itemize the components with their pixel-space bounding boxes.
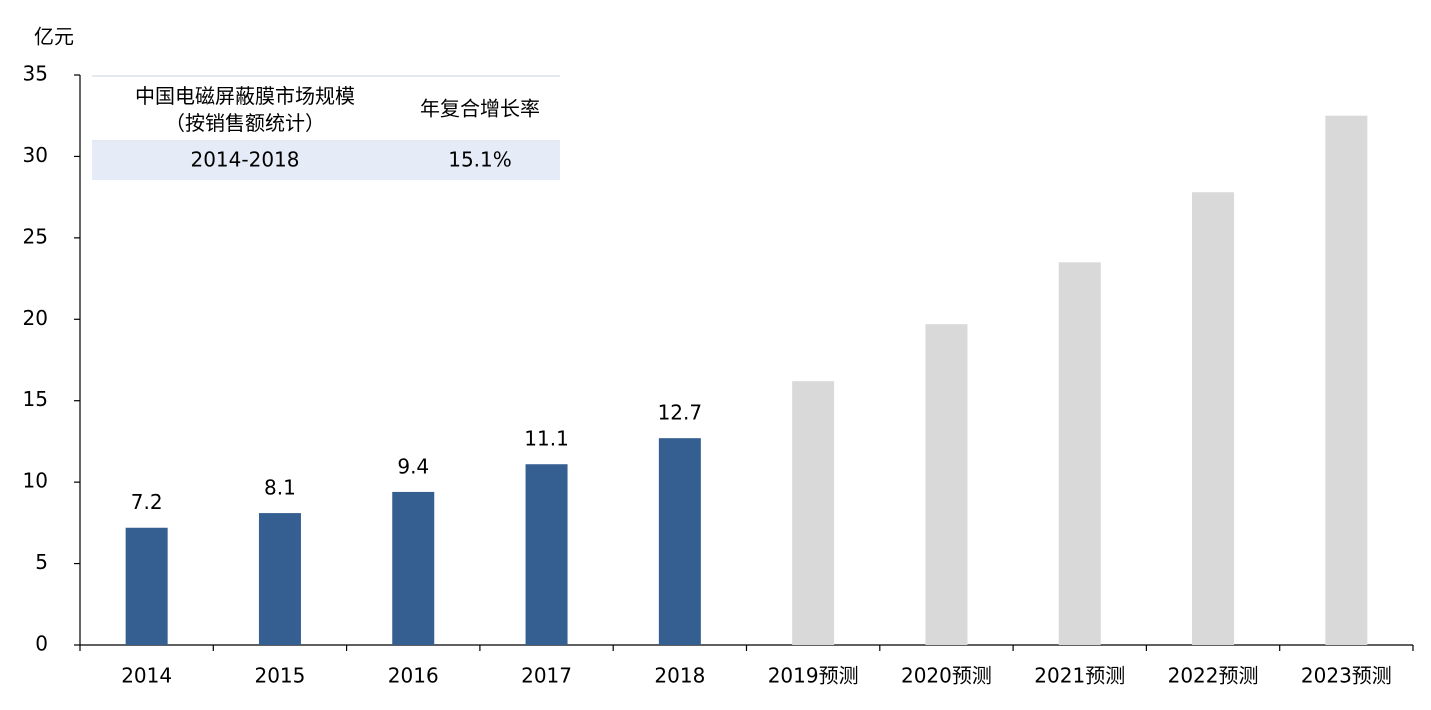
table-cell: 15.1% [448,148,512,172]
y-tick-label: 5 [35,550,48,574]
y-tick-label: 30 [23,143,48,167]
y-tick-label: 35 [23,62,48,86]
y-tick-label: 25 [23,224,48,248]
x-tick-label: 2021预测 [1034,664,1125,688]
value-label: 9.4 [397,454,429,478]
bar [525,464,568,645]
value-label: 12.7 [658,401,703,425]
x-tick-label: 2014 [121,664,172,688]
x-tick-label: 2017 [521,664,572,688]
x-tick-label: 2015 [254,664,305,688]
table-row-bg [92,142,560,180]
bar [792,381,835,645]
x-tick-label: 2020预测 [901,664,992,688]
bar [925,324,968,645]
bar [392,491,435,645]
value-label: 8.1 [264,476,296,500]
bar [1058,262,1101,645]
bar [258,513,301,645]
table-header: 年复合增长率 [420,97,540,121]
x-tick-label: 2016 [388,664,439,688]
x-tick-label: 2019预测 [768,664,859,688]
table-cell: 2014-2018 [190,148,299,172]
bar [1325,115,1368,645]
bar [125,527,168,645]
x-tick-label: 2023预测 [1301,664,1392,688]
y-unit: 亿元 [34,25,74,49]
y-tick-label: 15 [23,387,48,411]
value-label: 11.1 [524,427,569,451]
bar [1192,192,1235,645]
y-tick-label: 10 [23,469,48,493]
table-header: 中国电磁屏蔽膜市场规模（按销售额统计） [135,84,355,135]
x-tick-label: 2022预测 [1168,664,1259,688]
y-tick-label: 20 [23,306,48,330]
bar [658,438,701,645]
value-label: 7.2 [131,490,163,514]
y-tick-label: 0 [35,632,48,656]
x-tick-label: 2018 [654,664,705,688]
